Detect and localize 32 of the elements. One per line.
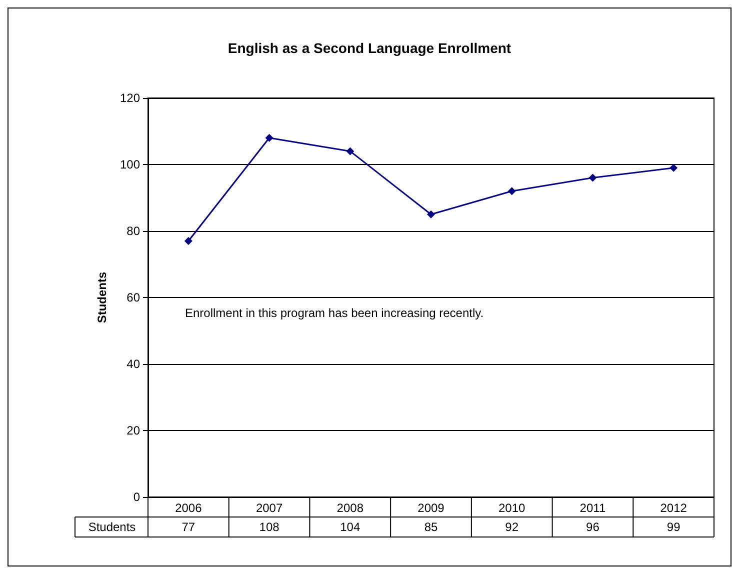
data-label: 104 <box>340 520 360 534</box>
x-tick-label: 2008 <box>336 501 364 515</box>
y-axis-title: Students <box>95 272 109 324</box>
x-tick-label: 2011 <box>580 501 606 515</box>
annotation: Enrollment in this program has been increasing recently. <box>185 306 484 320</box>
x-tick-label: 2006 <box>175 501 202 515</box>
y-tick-label: 100 <box>120 158 140 172</box>
x-tick-label: 2007 <box>256 501 283 515</box>
point <box>508 187 516 196</box>
point <box>588 174 597 182</box>
point <box>265 134 274 142</box>
y-tick-label: 0 <box>133 490 140 504</box>
point <box>427 210 435 218</box>
x-tick-label: 2010 <box>498 501 526 515</box>
data-label: 85 <box>424 520 438 534</box>
y-tick-label: 60 <box>126 290 140 304</box>
data-label: 96 <box>586 520 600 534</box>
x-tick-label: 2012 <box>660 501 688 515</box>
data-label: 92 <box>505 520 519 534</box>
y-tick-label: 80 <box>126 224 140 238</box>
data-label: 108 <box>259 520 280 534</box>
point <box>346 147 354 156</box>
y-tick-label: 40 <box>126 357 140 371</box>
y-tick-label: 120 <box>120 91 140 105</box>
chart-title: English as a Second Language Enrollment <box>228 40 512 56</box>
data-label: 99 <box>666 520 681 534</box>
data-label: 77 <box>182 520 196 534</box>
point <box>670 164 678 172</box>
y-tick-label: 20 <box>126 424 140 438</box>
text: Students <box>88 520 136 534</box>
x-tick-label: 2009 <box>418 501 445 515</box>
point <box>184 236 192 245</box>
